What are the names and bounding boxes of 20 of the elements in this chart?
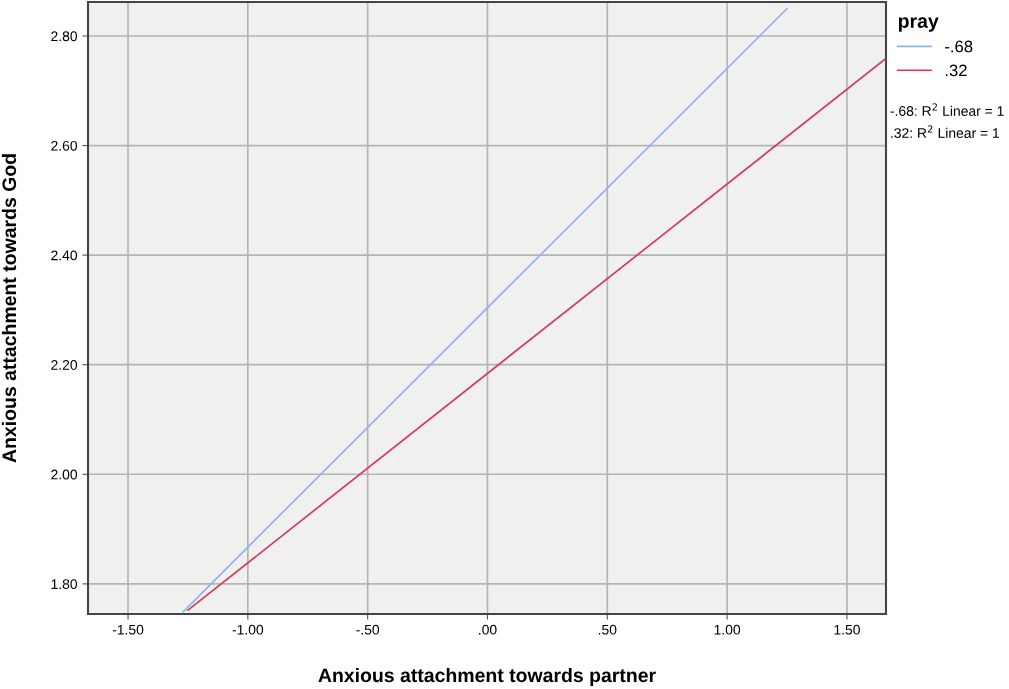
y-tick-label: 2.40	[51, 250, 78, 261]
legend-label: -.68	[945, 40, 973, 53]
y-tick-label: 2.00	[51, 469, 78, 480]
y-tick-label: 1.80	[51, 579, 78, 590]
text: -.68: R$^{2}$ Linear = 1	[890, 103, 1004, 116]
x-tick-label: .50	[598, 624, 617, 635]
y-tick-label: 2.60	[51, 140, 78, 151]
y-tick-label: 2.80	[51, 31, 78, 42]
x-axis-title: Anxious attachment towards partner	[318, 667, 656, 687]
legend-label: .32	[945, 64, 967, 77]
text: .32: R$^{2}$ Linear = 1	[891, 125, 1000, 138]
y-tick-label: 2.20	[51, 360, 78, 370]
x-tick-label: 1.00	[714, 624, 741, 635]
y-axis-title: Anxious attachment towards God	[1, 154, 17, 463]
x-tick-label: -1.50	[112, 624, 144, 635]
x-tick-label: .00	[479, 624, 497, 635]
x-tick-label: 1.50	[834, 624, 860, 635]
legend-title: pray	[898, 17, 939, 32]
x-tick-label: -1.00	[232, 624, 264, 635]
x-tick-label: -.50	[356, 624, 380, 635]
